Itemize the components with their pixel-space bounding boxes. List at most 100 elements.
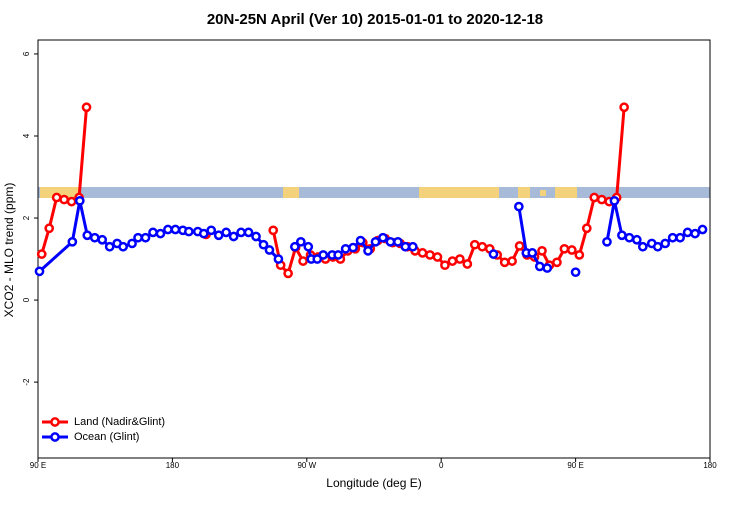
chart-title: 20N-25N April (Ver 10) 2015-01-01 to 202…: [207, 11, 543, 28]
data-point: [393, 236, 403, 247]
x-tick-label: 90 W: [297, 461, 316, 470]
data-point: [425, 250, 435, 260]
data-point: [213, 230, 224, 241]
data-point: [507, 256, 517, 266]
y-tick-label: -2: [22, 378, 31, 386]
data-point: [385, 236, 396, 247]
data-point: [462, 259, 473, 269]
data-point: [298, 256, 308, 266]
data-point: [667, 232, 678, 243]
data-point: [36, 249, 47, 259]
data-point: [268, 225, 279, 236]
data-point: [236, 227, 246, 238]
legend-label: Land (Nadir&Glint): [74, 416, 165, 428]
data-point: [675, 232, 685, 243]
data-point: [51, 192, 62, 203]
data-point: [348, 242, 358, 253]
data-point: [589, 192, 600, 203]
data-point: [258, 239, 269, 250]
data-point: [447, 256, 458, 266]
data-point: [552, 257, 562, 268]
land-patch: [518, 187, 530, 198]
data-point: [303, 241, 314, 252]
data-point: [67, 236, 78, 247]
data-point: [118, 241, 128, 252]
data-point: [155, 228, 166, 239]
y-tick-label: 4: [22, 133, 31, 138]
data-point: [488, 249, 499, 259]
data-point: [624, 232, 635, 243]
data-point: [44, 223, 55, 234]
y-axis-label: XCO2 - MLO trend (ppm): [2, 183, 16, 318]
plot-box: [37, 39, 711, 459]
data-point: [652, 241, 663, 252]
data-point: [602, 236, 612, 247]
data-point: [570, 267, 581, 278]
data-point: [318, 250, 329, 260]
data-point: [170, 224, 181, 235]
ocean-strip: [38, 187, 710, 198]
data-point: [637, 241, 648, 252]
data-point: [333, 250, 344, 260]
data-point: [514, 201, 524, 212]
data-point: [559, 243, 570, 254]
data-point: [499, 257, 510, 268]
data-point: [82, 230, 93, 241]
data-point: [228, 231, 239, 242]
data-point: [477, 241, 488, 252]
data-point: [183, 226, 194, 237]
data-point: [140, 232, 151, 243]
data-point: [440, 260, 450, 271]
data-point: [690, 228, 700, 239]
data-point: [81, 102, 92, 113]
data-point: [682, 227, 693, 238]
x-tick-label: 90 E: [567, 461, 583, 470]
land-patch: [419, 187, 499, 198]
data-point: [596, 194, 607, 205]
data-point: [295, 236, 306, 247]
data-point: [198, 228, 209, 239]
land-patch: [40, 187, 80, 198]
data-point: [469, 239, 480, 250]
data-point: [221, 227, 232, 238]
data-point: [534, 261, 545, 272]
data-point: [273, 254, 284, 264]
data-point: [619, 102, 629, 113]
data-point: [581, 223, 592, 234]
data-point: [697, 224, 708, 235]
data-point: [206, 225, 217, 236]
data-point: [537, 245, 547, 256]
data-point: [148, 227, 158, 238]
data-point: [574, 250, 585, 260]
data-point: [660, 238, 671, 249]
data-point: [66, 196, 77, 207]
data-point: [340, 243, 351, 254]
x-tick-label: 0: [439, 461, 444, 470]
data-point: [617, 230, 627, 241]
data-point: [251, 231, 261, 242]
data-point: [133, 232, 143, 243]
data-point: [455, 254, 465, 264]
data-point: [163, 224, 173, 235]
land-patch: [540, 190, 546, 196]
data-point: [527, 248, 538, 258]
land-patch: [283, 187, 299, 198]
y-tick-label: 0: [22, 297, 31, 302]
data-point: [370, 236, 381, 247]
data-point: [74, 195, 85, 206]
x-axis-label: Longitude (deg E): [326, 476, 421, 490]
legend-marker: [50, 417, 60, 427]
legend-label: Ocean (Glint): [74, 431, 139, 443]
data-point: [283, 268, 293, 279]
data-point: [432, 252, 443, 262]
x-tick-label: 90 E: [30, 461, 46, 470]
data-point: [542, 263, 553, 273]
legend-marker: [50, 432, 60, 442]
data-point: [363, 245, 373, 256]
x-tick-label: 180: [166, 461, 180, 470]
data-point: [609, 195, 620, 206]
data-point: [89, 232, 100, 243]
data-point: [34, 266, 45, 277]
y-tick-label: 2: [22, 215, 31, 220]
